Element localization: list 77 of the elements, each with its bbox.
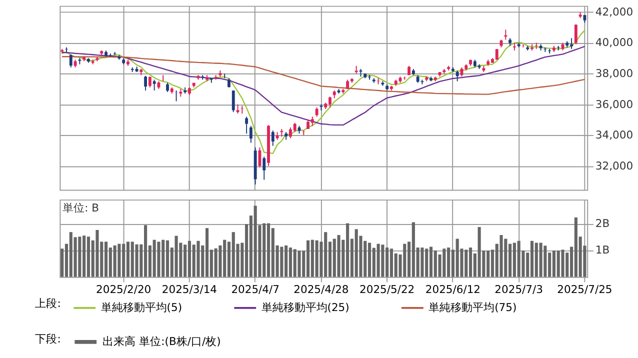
legend-title: 上段:	[35, 297, 61, 310]
x-tick-label: 2025/2/20	[96, 283, 152, 296]
bar	[315, 240, 318, 277]
legend-label: 単純移動平均(75)	[428, 300, 517, 314]
line-series	[62, 30, 586, 154]
bar	[174, 236, 178, 277]
bar	[205, 228, 209, 277]
candlestick	[293, 122, 296, 133]
candlestick	[236, 104, 240, 114]
candlestick	[310, 116, 314, 126]
line-series	[62, 46, 586, 126]
x-tick-label: 2025/4/28	[294, 283, 349, 296]
bar	[390, 248, 394, 277]
y-tick-label: 38,000	[595, 66, 634, 80]
legend-label: 出来高 単位:(B株/口/枚)	[102, 334, 221, 348]
bar	[266, 223, 270, 277]
bar	[337, 235, 340, 277]
legend-title: 下段:	[35, 332, 61, 346]
bar	[298, 250, 301, 277]
bar	[135, 244, 138, 277]
bar	[196, 240, 200, 277]
bar	[157, 242, 160, 277]
candlestick	[574, 24, 578, 45]
bar	[420, 248, 424, 277]
bar	[561, 250, 564, 277]
bar	[500, 235, 503, 277]
x-tick-label: 2025/7/25	[557, 283, 612, 296]
bar	[478, 227, 481, 277]
x-tick-label: 2025/4/7	[231, 283, 280, 296]
legend-label: 単純移動平均(5)	[100, 300, 182, 314]
bar	[530, 240, 534, 277]
candlestick	[315, 106, 318, 118]
candlestick	[245, 116, 248, 134]
bar	[214, 248, 218, 277]
x-tick-label: 2025/3/14	[162, 283, 218, 296]
x-tick-label: 2025/5/22	[360, 283, 415, 296]
candlestick	[148, 76, 152, 88]
candlestick	[232, 90, 235, 113]
bar	[118, 244, 121, 277]
y-tick-label: 2B	[595, 216, 610, 230]
legend-label: 単純移動平均(25)	[261, 300, 350, 314]
candlestick	[534, 42, 538, 50]
y-tick-label: 34,000	[595, 128, 634, 142]
candlestick	[69, 54, 72, 68]
bar	[468, 248, 472, 277]
x-tick-label: 2025/7/3	[494, 283, 543, 296]
candlestick	[166, 82, 169, 93]
bar	[429, 246, 433, 277]
bar	[381, 244, 384, 277]
bar	[288, 248, 292, 277]
candlestick	[376, 78, 380, 85]
candlestick	[144, 75, 148, 91]
bar	[104, 242, 108, 277]
candlestick	[456, 70, 459, 82]
annotation: 単位: B	[62, 201, 100, 214]
candlestick	[240, 105, 244, 114]
bar	[368, 242, 372, 277]
bar	[280, 246, 284, 277]
bar	[113, 245, 116, 277]
y-tick-label: 1B	[595, 244, 610, 257]
candlestick	[249, 125, 252, 144]
bar	[166, 240, 170, 277]
y-tick-label: 36,000	[595, 98, 634, 111]
bar	[126, 242, 130, 277]
y-tick-label: 42,000	[595, 5, 634, 18]
bar	[539, 242, 542, 277]
candlestick	[228, 78, 230, 88]
x-tick-label: 2025/6/12	[425, 283, 481, 296]
candlestick	[346, 79, 350, 90]
bar	[96, 230, 99, 277]
candlestick	[152, 79, 156, 91]
y-tick-label: 40,000	[595, 36, 634, 50]
candlestick	[271, 130, 274, 146]
y-tick-label: 32,000	[595, 159, 634, 172]
bar	[376, 244, 380, 277]
bar	[306, 240, 310, 277]
candlestick	[262, 156, 266, 180]
